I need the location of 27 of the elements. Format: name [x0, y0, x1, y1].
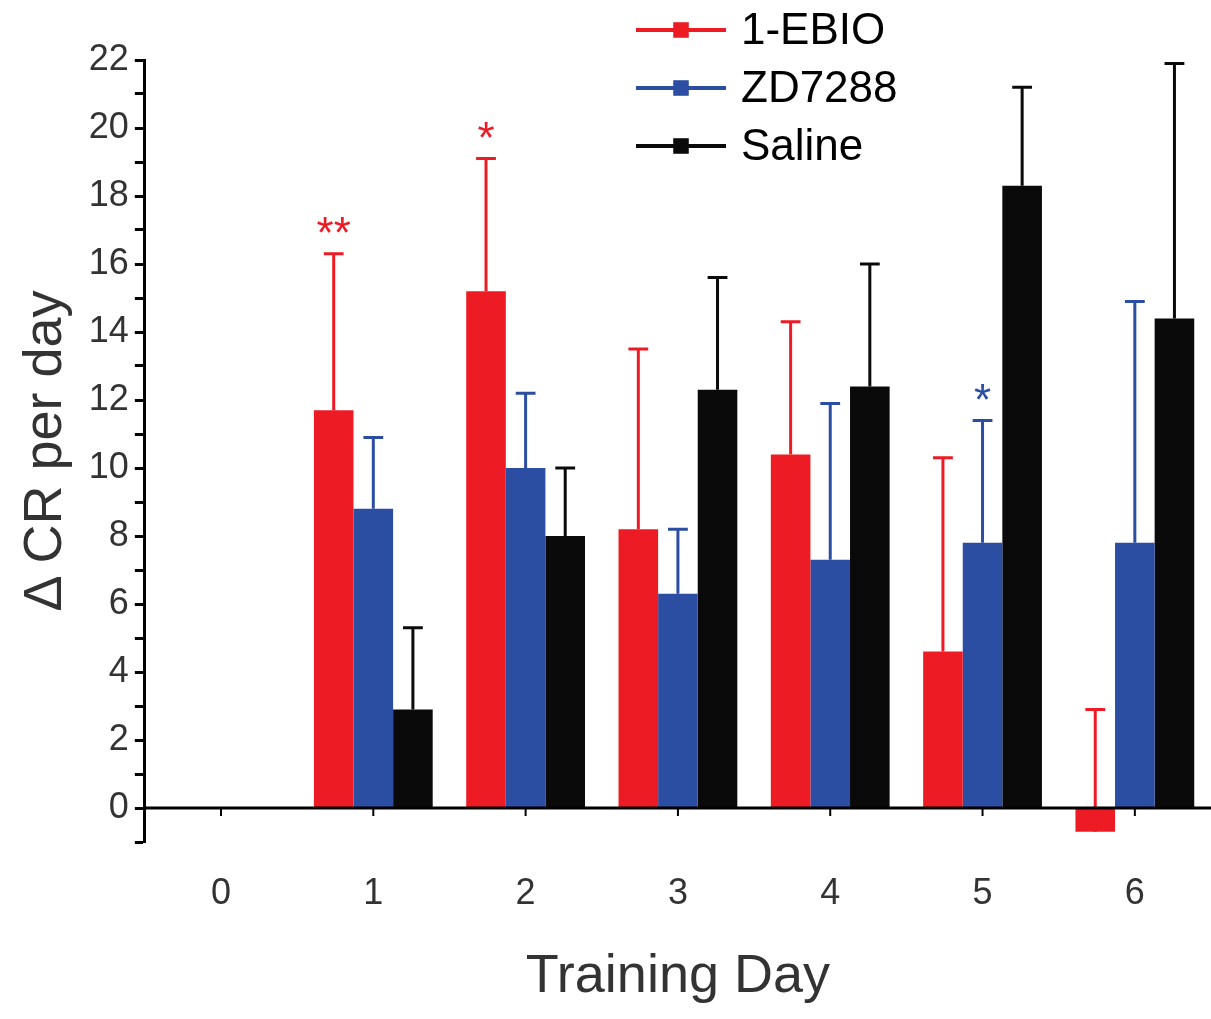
x-tick-label: 5 [972, 870, 993, 912]
x-tick-label: 1 [363, 870, 384, 912]
y-tick-label: 8 [108, 512, 129, 554]
legend-label: 1-EBIO [741, 4, 886, 54]
annotation: * [973, 374, 992, 424]
y-axis-title: Δ CR per day [12, 290, 73, 612]
annotation: * [477, 112, 495, 162]
legend-label: Saline [741, 120, 864, 170]
y-tick-label: 10 [88, 444, 129, 486]
legend-label: ZD7288 [741, 62, 898, 112]
y-tick-label: 12 [88, 376, 129, 418]
y-tick-label: 18 [88, 172, 129, 214]
annotation: ** [316, 207, 351, 257]
x-tick-label: 2 [515, 870, 536, 912]
x-tick-label: 3 [667, 870, 688, 912]
x-tick-label: 4 [820, 870, 841, 912]
y-tick-label: 2 [108, 716, 129, 758]
y-tick-label: 4 [108, 648, 129, 690]
y-tick-label: 20 [88, 104, 129, 146]
y-tick-label: 22 [88, 36, 129, 78]
y-tick-label: 14 [88, 308, 129, 350]
x-tick-label: 0 [210, 870, 232, 912]
y-tick-label: 6 [108, 580, 129, 622]
x-axis-title: Training Day [525, 943, 830, 1004]
x-tick-label: 6 [1124, 870, 1145, 912]
y-tick-label: 16 [88, 240, 129, 282]
y-tick-label: 0 [108, 784, 129, 826]
